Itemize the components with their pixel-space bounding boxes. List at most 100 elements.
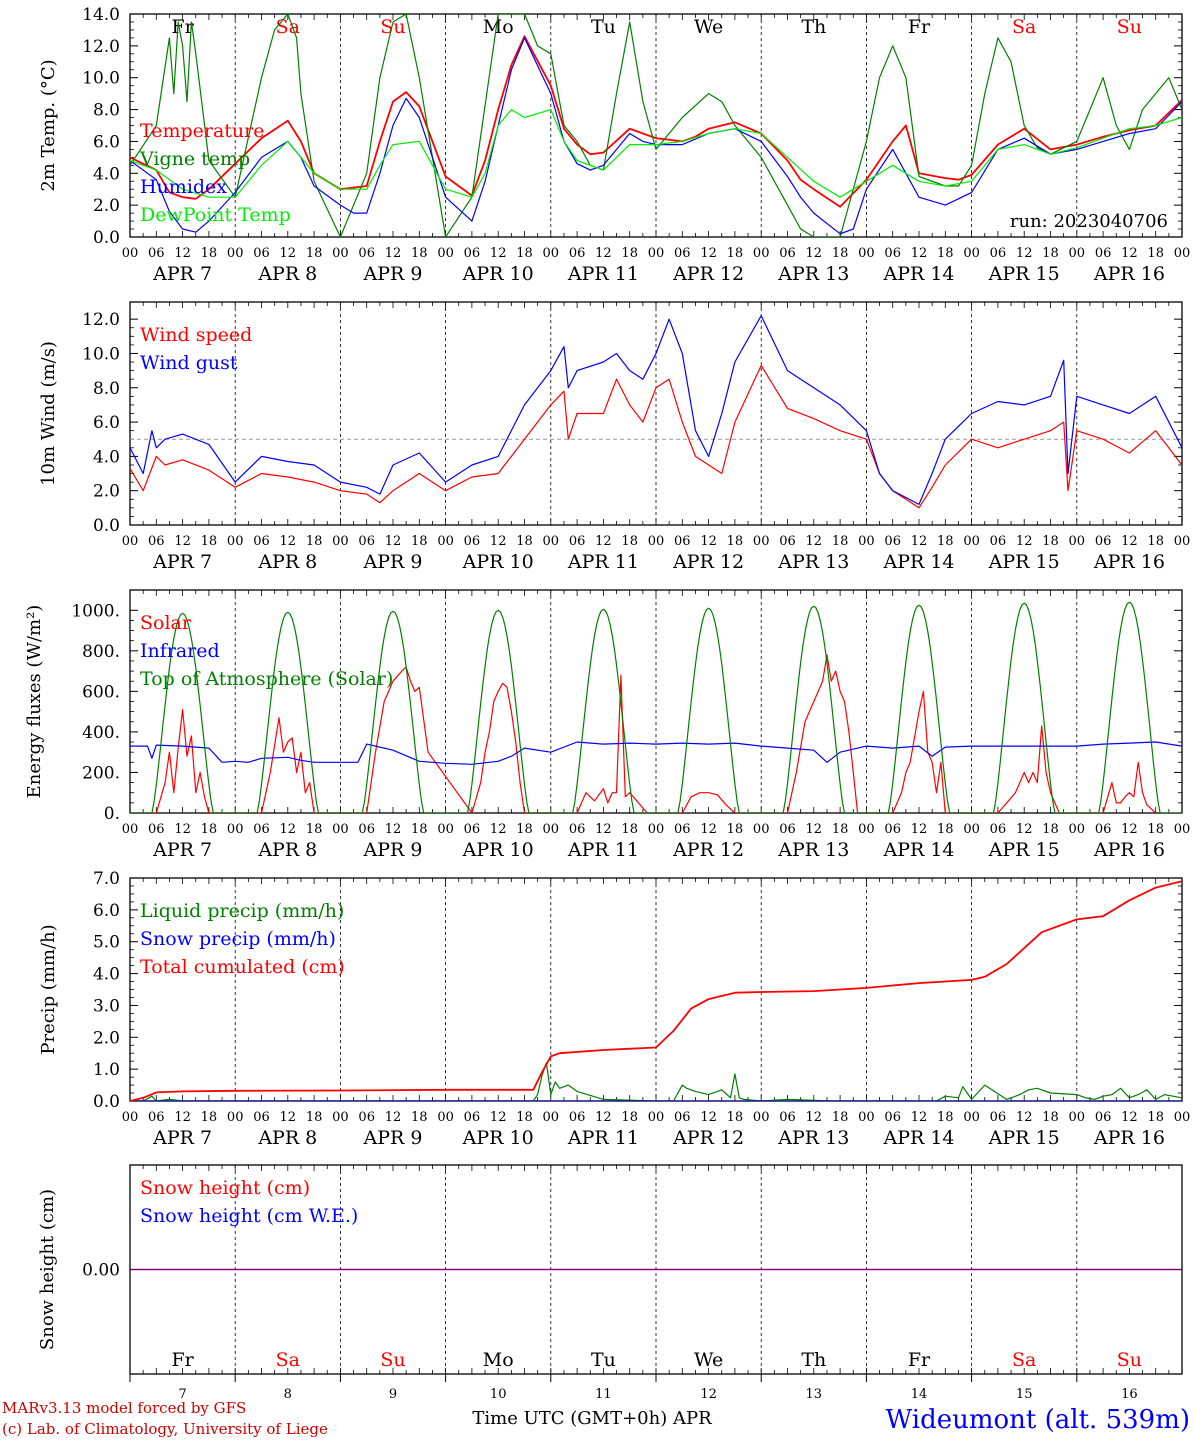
temperature-day-label: APR 10	[462, 263, 534, 285]
energy-y-tick-label: 400.	[82, 723, 120, 743]
precip-hour-tick-label: 00	[332, 1110, 349, 1125]
temperature-day-label: APR 16	[1093, 263, 1165, 285]
temperature-y-label: 2m Temp. (°C)	[38, 59, 59, 191]
wind-hour-tick-label: 18	[1147, 534, 1164, 549]
energy-y-tick-label: 600.	[82, 682, 120, 702]
snow-weekday-label: Sa	[276, 1349, 300, 1371]
precip-hour-tick-label: 06	[779, 1110, 796, 1125]
energy-hour-tick-label: 18	[516, 822, 533, 837]
energy-hour-tick-label: 06	[674, 822, 691, 837]
temperature-hour-tick-label: 00	[753, 246, 770, 261]
precip-hour-tick-label: 18	[411, 1110, 428, 1125]
temperature-y-tick-label: 8.0	[93, 101, 120, 121]
wind-series-wind-gust	[130, 315, 1182, 505]
temperature-weekday-label: Sa	[276, 16, 300, 38]
temperature-hour-tick-label: 06	[253, 246, 270, 261]
wind-y-tick-label: 6.0	[93, 413, 120, 433]
wind-hour-tick-label: 12	[806, 534, 823, 549]
energy-hour-tick-label: 12	[385, 822, 402, 837]
wind-day-label: APR 11	[567, 551, 639, 573]
temperature-hour-tick-label: 18	[1147, 246, 1164, 261]
energy-series-infrared	[130, 741, 1182, 765]
precip-hour-tick-label: 12	[700, 1110, 717, 1125]
energy-hour-tick-label: 00	[1069, 822, 1086, 837]
precip-hour-tick-label: 18	[201, 1110, 218, 1125]
energy-hour-tick-label: 00	[858, 822, 875, 837]
temperature-hour-tick-label: 00	[1174, 246, 1191, 261]
precip-hour-tick-label: 18	[727, 1110, 744, 1125]
wind-hour-tick-label: 12	[1121, 534, 1138, 549]
energy-hour-tick-label: 18	[937, 822, 954, 837]
precip-hour-tick-label: 12	[490, 1110, 507, 1125]
temperature-hour-tick-label: 06	[990, 246, 1007, 261]
wind-hour-tick-label: 18	[1042, 534, 1059, 549]
energy-hour-tick-label: 18	[621, 822, 638, 837]
wind-day-label: APR 7	[152, 551, 212, 573]
energy-day-label: APR 11	[567, 839, 639, 861]
precip-y-tick-label: 5.0	[93, 933, 120, 953]
temperature-legend-entry: Vigne temp	[139, 148, 250, 170]
energy-legend-entry: Solar	[140, 612, 192, 634]
temperature-weekday-label: Mo	[483, 16, 514, 38]
precip-hour-tick-label: 06	[464, 1110, 481, 1125]
temperature-weekday-label: Sa	[1012, 16, 1036, 38]
precip-hour-tick-label: 06	[990, 1110, 1007, 1125]
temperature-y-tick-label: 12.0	[82, 37, 120, 57]
snow-day-number: 15	[1016, 1387, 1033, 1402]
wind-hour-tick-label: 12	[385, 534, 402, 549]
wind-y-tick-label: 12.0	[82, 310, 120, 330]
energy-hour-tick-label: 12	[700, 822, 717, 837]
energy-y-tick-label: 200.	[82, 763, 120, 783]
temperature-y-tick-label: 14.0	[82, 5, 120, 25]
wind-day-label: APR 12	[672, 551, 744, 573]
energy-hour-tick-label: 06	[464, 822, 481, 837]
energy-hour-tick-label: 18	[411, 822, 428, 837]
temperature-weekday-label: Th	[801, 16, 826, 38]
wind-y-label: 10m Wind (m/s)	[38, 341, 59, 486]
wind-hour-tick-label: 12	[595, 534, 612, 549]
temperature-day-label: APR 13	[777, 263, 849, 285]
snow-day-number: 16	[1121, 1387, 1138, 1402]
temperature-hour-tick-label: 00	[227, 246, 244, 261]
energy-hour-tick-label: 00	[1174, 822, 1191, 837]
energy-day-label: APR 9	[363, 839, 423, 861]
wind-hour-tick-label: 12	[490, 534, 507, 549]
energy-day-label: APR 12	[672, 839, 744, 861]
temperature-legend-entry: DewPoint Temp	[140, 204, 291, 226]
panel-snow: 0.00 Snow height (cm) Fr Sa Su Mo Tu We Th Fr Sa Su…	[37, 1164, 1183, 1402]
wind-hour-tick-label: 18	[306, 534, 323, 549]
energy-day-label: APR 16	[1093, 839, 1165, 861]
snow-day-number: 11	[595, 1387, 612, 1402]
chart-panels: 0.0 2.0 4.0 6.0 8.0 10.0 12.0 14.0 2m Temp. (°C)…	[24, 5, 1190, 1402]
temperature-hour-tick-label: 00	[963, 246, 980, 261]
precip-hour-tick-label: 18	[621, 1110, 638, 1125]
temperature-hour-tick-label: 06	[148, 246, 165, 261]
temperature-hour-tick-label: 06	[464, 246, 481, 261]
snow-weekday-label: Fr	[908, 1349, 931, 1371]
wind-series-group	[130, 315, 1182, 509]
energy-hour-tick-label: 12	[280, 822, 297, 837]
wind-hour-tick-label: 06	[569, 534, 586, 549]
temperature-y-tick-label: 2.0	[93, 196, 120, 216]
precip-day-label: APR 7	[152, 1127, 212, 1149]
precip-hour-tick-label: 00	[543, 1110, 560, 1125]
snow-day-number: 12	[700, 1387, 717, 1402]
precip-hour-tick-label: 12	[1016, 1110, 1033, 1125]
temperature-hour-tick-label: 18	[306, 246, 323, 261]
energy-hour-tick-label: 06	[148, 822, 165, 837]
precip-hour-tick-label: 00	[1174, 1110, 1191, 1125]
energy-y-tick-label: 0.	[104, 804, 120, 824]
snow-weekday-label: Su	[380, 1349, 405, 1371]
temperature-hour-tick-label: 06	[1095, 246, 1112, 261]
precip-hour-tick-label: 12	[280, 1110, 297, 1125]
snow-weekday-label: Tu	[591, 1349, 616, 1371]
temperature-hour-tick-label: 06	[884, 246, 901, 261]
temperature-hour-tick-label: 18	[1042, 246, 1059, 261]
snow-day-number: 13	[806, 1387, 823, 1402]
energy-hour-tick-label: 00	[648, 822, 665, 837]
wind-hour-tick-label: 00	[227, 534, 244, 549]
precip-legend-entry: Total cumulated (cm)	[140, 956, 345, 978]
precip-hour-tick-label: 00	[963, 1110, 980, 1125]
temperature-series-temperature	[130, 35, 1182, 208]
precip-y-tick-label: 3.0	[93, 996, 120, 1016]
